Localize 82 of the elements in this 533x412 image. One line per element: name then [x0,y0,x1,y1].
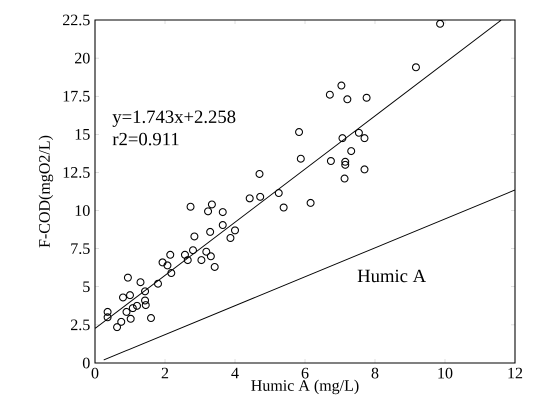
point [362,94,371,102]
point [338,134,346,142]
series-label: Humic A [358,270,426,282]
point [360,165,368,174]
y-tick-label: 22.5 [63,14,90,26]
point [126,291,134,300]
point [126,314,135,323]
point [180,250,189,259]
point [280,204,288,212]
point [142,301,150,310]
point [256,192,264,201]
point [343,95,352,104]
point [141,296,150,304]
point [119,293,127,302]
x-tick-label: 4 [231,368,239,378]
point [354,128,363,137]
y-tick-label: 0 [82,358,90,368]
point [166,250,174,259]
point [141,287,150,296]
y-tick-label: 10 [76,205,90,216]
point [360,134,368,142]
point [186,202,195,211]
annotation: r2=0.911 [112,132,179,146]
y-tick-label: 2.5 [71,319,90,330]
point [206,228,214,236]
y-tick-label: 7.5 [71,243,90,254]
point [158,258,167,266]
y-tick-label: 20 [75,52,90,64]
x-tick-label: 8 [372,368,378,378]
point [296,154,305,163]
point [341,160,350,169]
x-axis-title: Humic A (mg/L) [251,380,359,394]
point [208,200,216,208]
x-tick-label: 2 [162,368,168,378]
point [202,248,210,256]
point [306,198,315,207]
point [337,82,346,90]
point [340,174,349,183]
point [124,274,132,282]
y-tick-label: 15 [76,128,90,140]
point [206,252,215,260]
point [184,256,192,264]
point [326,90,334,99]
point [218,221,227,230]
point [412,63,420,72]
point [226,234,234,242]
point [341,158,350,166]
point [188,246,197,254]
point [154,280,162,288]
point [104,308,112,316]
point [230,226,239,234]
point [122,308,130,316]
x-tick-label: 0 [92,368,98,378]
y-axis-title: F-COD(mgO2/L) [38,136,54,248]
x-tick-label: 12 [508,368,522,378]
point [136,278,144,286]
point [128,304,137,312]
point [104,313,112,322]
point [146,314,155,322]
point [163,261,172,270]
point [326,157,335,166]
point [255,170,264,178]
point [113,323,122,332]
point [117,318,126,326]
point [295,128,304,136]
point [246,194,254,202]
point [190,232,198,240]
x-tick-label: 10 [438,368,452,378]
point [274,189,283,198]
point [347,147,356,156]
point [436,20,444,28]
point [204,207,212,216]
y-tick-label: 12.5 [64,167,90,178]
point [167,269,176,278]
y-tick-label: 17.5 [64,90,90,102]
x-tick-label: 6 [302,368,309,378]
point [218,208,227,216]
point [197,256,206,264]
y-tick-label: 5 [83,281,90,292]
point [132,302,141,310]
point [210,262,219,271]
annotation: y=1.743x+2.258 [112,110,236,127]
